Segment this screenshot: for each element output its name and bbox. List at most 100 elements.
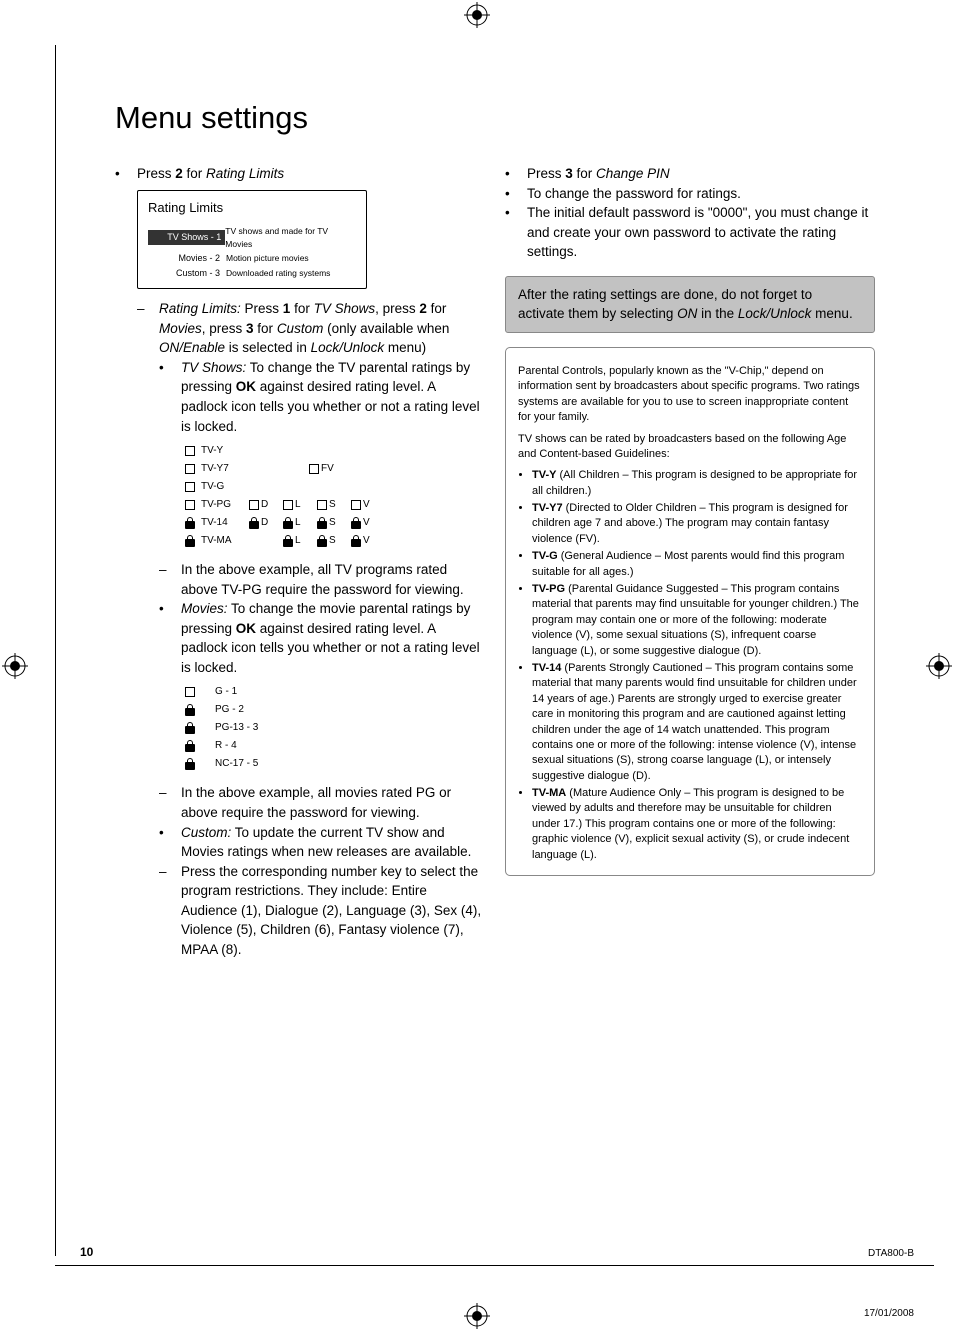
rating-row: G - 1: [185, 683, 485, 701]
text: menu.: [811, 306, 852, 321]
rating-description: (Parents Strongly Cautioned – This progr…: [532, 662, 857, 782]
rating-cell-label: V: [363, 534, 370, 549]
rating-label: TV-PG: [201, 498, 243, 513]
osd-title: Rating Limits: [148, 199, 356, 218]
right-column: • Press 3 for Change PIN •To change the …: [505, 164, 875, 960]
rating-code: TV-MA: [532, 787, 566, 799]
page-title: Menu settings: [115, 100, 875, 136]
left-column: • Press 2 for Rating Limits Rating Limit…: [115, 164, 485, 960]
footer-date: 17/01/2008: [864, 1308, 914, 1319]
rating-label: NC-17 - 5: [215, 757, 258, 772]
info-list-item: TV-PG (Parental Guidance Suggested – Thi…: [532, 582, 862, 659]
lock-icon: [351, 535, 361, 547]
text: Movies:: [181, 601, 228, 616]
rating-cell-label: D: [261, 516, 268, 531]
rating-cell-label: L: [295, 516, 301, 531]
unlocked-box-icon: [185, 687, 195, 697]
rating-label: TV-MA: [201, 534, 243, 549]
ok-key: OK: [236, 379, 256, 394]
lock-icon: [185, 704, 195, 716]
rating-label: PG - 2: [215, 703, 244, 718]
text: for: [183, 166, 206, 181]
default-pwd-item: •The initial default password is "0000",…: [505, 203, 875, 262]
page-number: 10: [80, 1245, 93, 1259]
text: Press: [241, 301, 283, 316]
rating-row: PG - 2: [185, 701, 485, 719]
rating-label: TV-Y7: [201, 462, 243, 477]
rating-row: TV-14DLSV: [185, 514, 485, 532]
unlocked-box-icon: [249, 500, 259, 510]
unlocked-box-icon: [309, 464, 319, 474]
rating-description: (Parental Guidance Suggested – This prog…: [532, 583, 859, 657]
rating-cell: L: [283, 534, 311, 549]
lock-icon: [283, 535, 293, 547]
rating-row: TV-Y7 FV: [185, 460, 485, 478]
rating-code: TV-Y7: [532, 502, 563, 514]
text: Movies: [159, 321, 202, 336]
unlocked-box-icon: [185, 446, 195, 456]
rating-cell-label: L: [295, 534, 301, 549]
rating-row: TV-MA L S V: [185, 532, 485, 550]
osd-desc: TV shows and made for TV Movies: [225, 225, 356, 250]
rating-limits-desc: Rating Limits: Press 1 for TV Shows, pre…: [137, 299, 485, 959]
page-bottom-line: [55, 1265, 934, 1266]
rating-cell: S: [317, 516, 345, 531]
rating-cell-label: D: [261, 498, 268, 513]
lock-icon: [317, 517, 327, 529]
rating-cell: S: [317, 534, 345, 549]
text: (only available when: [323, 321, 449, 336]
rating-label: TV-Y: [201, 444, 243, 459]
rating-cell-label: S: [329, 516, 336, 531]
key-3: 3: [246, 321, 254, 336]
rating-row: TV-G: [185, 478, 485, 496]
info-paragraph: TV shows can be rated by broadcasters ba…: [518, 432, 862, 463]
rating-code: TV-G: [532, 550, 558, 562]
osd-row: TV Shows - 1TV shows and made for TV Mov…: [148, 225, 356, 250]
text: , press: [375, 301, 419, 316]
rating-cell-label: S: [329, 534, 336, 549]
lock-icon: [185, 535, 195, 547]
key-3: 3: [565, 166, 573, 181]
rating-cell: L: [283, 516, 311, 531]
rating-limits-osd: Rating Limits TV Shows - 1TV shows and m…: [137, 190, 367, 290]
lock-icon: [351, 517, 361, 529]
text: TV Shows: [314, 301, 376, 316]
info-list-item: TV-MA (Mature Audience Only – This progr…: [532, 786, 862, 863]
info-list-item: TV-14 (Parents Strongly Cautioned – This…: [532, 661, 862, 784]
unlocked-box-icon: [185, 464, 195, 474]
text: menu): [384, 340, 426, 355]
rating-row: PG-13 - 3: [185, 719, 485, 737]
crop-mark-icon: [926, 653, 952, 679]
rating-row: NC-17 - 5: [185, 755, 485, 773]
rating-label: R - 4: [215, 739, 237, 754]
rating-cell: V: [351, 498, 379, 513]
text: is selected in: [225, 340, 311, 355]
text: for: [427, 301, 447, 316]
text: Press: [137, 166, 175, 181]
rating-label: G - 1: [215, 685, 237, 700]
activation-note: After the rating settings are done, do n…: [505, 276, 875, 333]
text: Rating Limits:: [159, 301, 241, 316]
lock-icon: [185, 758, 195, 770]
text: ON: [677, 306, 697, 321]
rating-row: R - 4: [185, 737, 485, 755]
lock-icon: [249, 517, 259, 529]
text: Press: [527, 166, 565, 181]
ok-key: OK: [236, 621, 256, 636]
change-pwd-item: •To change the password for ratings.: [505, 184, 875, 204]
rating-cell: V: [351, 516, 379, 531]
tv-rating-grid: TV-YTV-Y7FVTV-GTV-PGDLSVTV-14DLSVTV-MALS…: [185, 442, 485, 550]
rating-description: (Mature Audience Only – This program is …: [532, 787, 849, 861]
text: Lock/Unlock: [738, 306, 812, 321]
info-list-item: TV-G (General Audience – Most parents wo…: [532, 549, 862, 580]
crop-mark-icon: [464, 1303, 490, 1329]
model-number: DTA800-B: [868, 1248, 914, 1259]
text: Rating Limits: [206, 166, 284, 181]
rating-cell: FV: [309, 462, 337, 477]
movie-example: In the above example, all movies rated P…: [159, 783, 485, 822]
page-margin-line: [55, 45, 56, 1256]
osd-label: TV Shows - 1: [148, 230, 225, 245]
osd-row: Custom - 3Downloaded rating systems: [148, 267, 356, 280]
osd-desc: Motion picture movies: [226, 252, 309, 264]
key-2: 2: [175, 166, 183, 181]
